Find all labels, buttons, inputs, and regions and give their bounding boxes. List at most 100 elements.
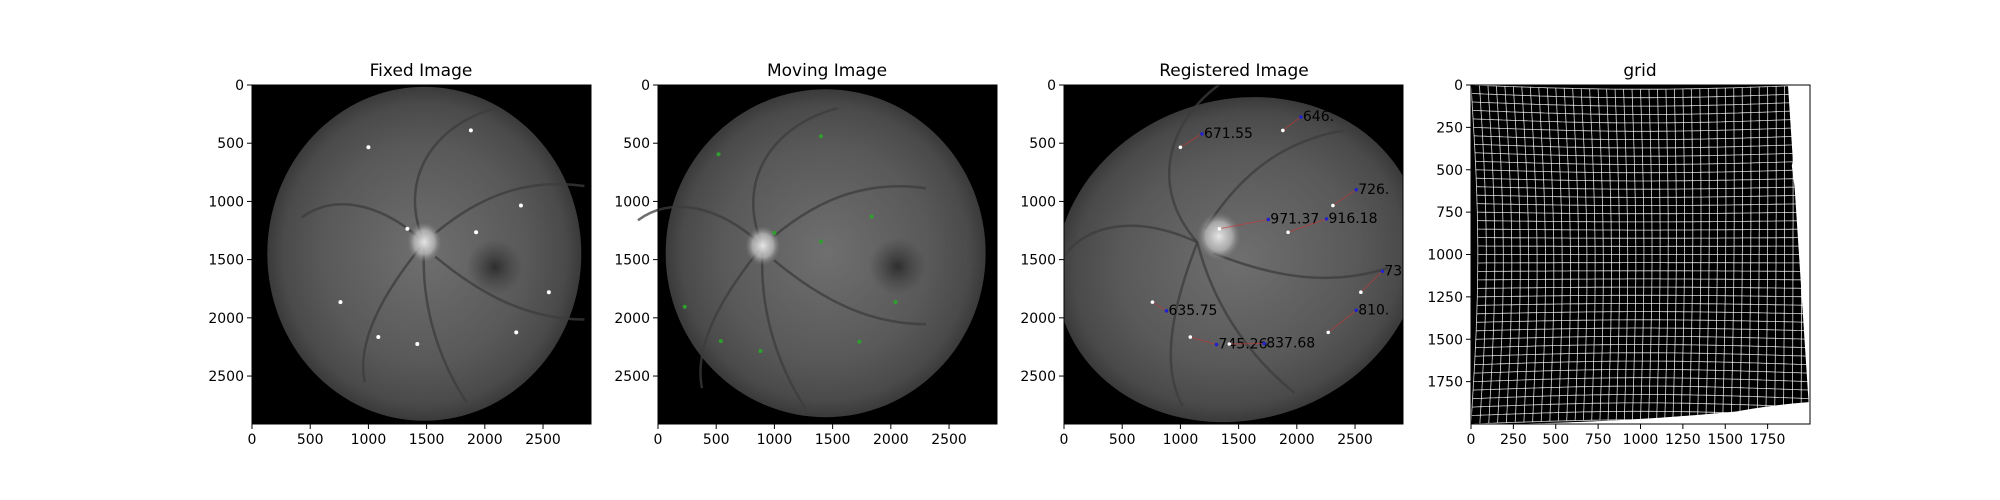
keypoint — [818, 134, 823, 139]
keypoint — [772, 230, 777, 235]
optic-disc — [745, 225, 781, 266]
fixed-keypoint — [1326, 330, 1331, 335]
x-tick-label: 500 — [1109, 432, 1136, 448]
grid-line-horizontal — [1472, 402, 1810, 408]
x-tick-label: 0 — [1060, 432, 1069, 448]
image-area — [252, 85, 591, 424]
keypoint — [758, 349, 763, 354]
y-tick-label: 0 — [1454, 78, 1463, 94]
vessel — [434, 182, 585, 235]
y-tick-label: 2500 — [1020, 369, 1056, 385]
grid-line-horizontal — [1475, 169, 1810, 174]
keypoint — [376, 335, 381, 340]
x-tick-label: 2500 — [1337, 432, 1373, 448]
panel-title: grid — [1623, 61, 1656, 81]
y-tick-label: 1500 — [614, 253, 650, 269]
distance-label: 916.18 — [1329, 211, 1378, 227]
y-tick-label: 1500 — [208, 253, 244, 269]
x-axis: 0 500 1000 1500 2000 2500 — [248, 424, 561, 448]
keypoint — [514, 330, 519, 335]
x-axis: 0 500 1000 1500 2000 2500 — [1060, 424, 1373, 448]
macula — [466, 238, 524, 296]
match-line — [1152, 301, 1167, 312]
fixed-keypoint — [1359, 290, 1363, 295]
x-tick-label: 500 — [703, 432, 730, 448]
grid-line-horizontal — [1474, 135, 1810, 140]
grid-line-horizontal — [1477, 211, 1810, 215]
distance-label: 810. — [1358, 302, 1389, 318]
y-tick-label: 2500 — [614, 369, 650, 385]
grid-line-horizontal — [1474, 352, 1810, 357]
vessel — [760, 245, 808, 410]
x-axis: 0 500 1000 1500 2000 2500 — [654, 424, 967, 448]
panel-registered-image: Registered Image 671.55 646. 726. 971.37 916… — [1020, 61, 1404, 448]
fixed-keypoint — [1331, 203, 1335, 208]
x-tick-label: 2500 — [525, 432, 561, 448]
distance-label: 635.75 — [1168, 303, 1217, 319]
fixed-keypoint — [1286, 230, 1290, 235]
x-tick-label: 500 — [297, 432, 324, 448]
match-line — [1282, 116, 1302, 131]
grid-line-horizontal — [1472, 101, 1810, 107]
keypoint — [869, 214, 874, 219]
vessel — [361, 241, 426, 383]
distance-label: 837.68 — [1266, 335, 1315, 351]
moved-keypoint — [1354, 308, 1359, 313]
grid-line-horizontal — [1476, 311, 1810, 315]
y-tick-label: 1250 — [1427, 290, 1463, 306]
keypoint — [366, 145, 371, 150]
y-tick-label: 0 — [641, 78, 650, 94]
vessel — [773, 259, 926, 326]
x-tick-label: 2000 — [873, 432, 909, 448]
panel-moving-image: Moving Image 0 500 1000 1500 2000 2500 0 500 10… — [614, 61, 998, 448]
vessel — [413, 106, 499, 244]
grid-line-horizontal — [1476, 203, 1810, 206]
grid-line-horizontal — [1477, 270, 1810, 272]
x-tick-label: 0 — [1467, 432, 1476, 448]
grid-line-horizontal — [1477, 286, 1810, 289]
y-tick-label: 1000 — [1427, 248, 1463, 264]
vessel — [699, 245, 764, 389]
panel-title: Fixed Image — [370, 61, 473, 81]
x-axis: 0 250 500 750 1000 1250 1500 1750 — [1467, 424, 1785, 448]
grid-line-horizontal — [1477, 237, 1810, 239]
x-tick-label: 2000 — [467, 432, 503, 448]
fixed-keypoint — [1227, 342, 1232, 346]
keypoint — [338, 300, 343, 305]
grid-line-horizontal — [1471, 85, 1810, 90]
grid-line-horizontal — [1476, 177, 1810, 182]
grid-line-horizontal — [1475, 335, 1810, 340]
match-line — [1327, 309, 1357, 333]
axes-frame — [1063, 84, 1404, 425]
keypoint — [893, 300, 898, 305]
y-tick-label: 2000 — [208, 311, 244, 327]
axes-frame — [1470, 84, 1811, 425]
vessel — [1169, 241, 1199, 407]
axes-frame — [251, 84, 592, 425]
keypoint — [474, 230, 479, 235]
match-line — [1287, 218, 1327, 233]
fundus — [1064, 97, 1403, 423]
keypoint — [518, 203, 523, 208]
match-line — [1219, 218, 1269, 230]
grid-line-horizontal — [1472, 394, 1810, 399]
vessel — [1064, 224, 1198, 259]
y-tick-label: 500 — [1436, 163, 1463, 179]
grid-line-horizontal — [1473, 377, 1810, 382]
grid-line-horizontal — [1473, 385, 1810, 391]
panel-title: Moving Image — [767, 61, 887, 81]
moved-keypoint — [1262, 341, 1267, 346]
grid-line-horizontal — [1476, 303, 1810, 306]
moved-keypoint — [1324, 217, 1329, 221]
keypoint — [716, 152, 721, 157]
y-axis: 0 500 1000 1500 2000 2500 — [208, 78, 252, 385]
grid-line-horizontal — [1475, 160, 1810, 165]
fixed-keypoint — [1150, 300, 1155, 304]
moved-keypoint — [1354, 187, 1359, 192]
panel-fixed-image: Fixed Image 0 500 1000 1500 2000 2500 0 500 100… — [208, 61, 592, 448]
y-tick-label: 500 — [1029, 136, 1056, 152]
moved-keypoint — [1266, 217, 1271, 222]
y-tick-label: 2000 — [614, 311, 650, 327]
y-tick-label: 2000 — [1020, 311, 1056, 327]
